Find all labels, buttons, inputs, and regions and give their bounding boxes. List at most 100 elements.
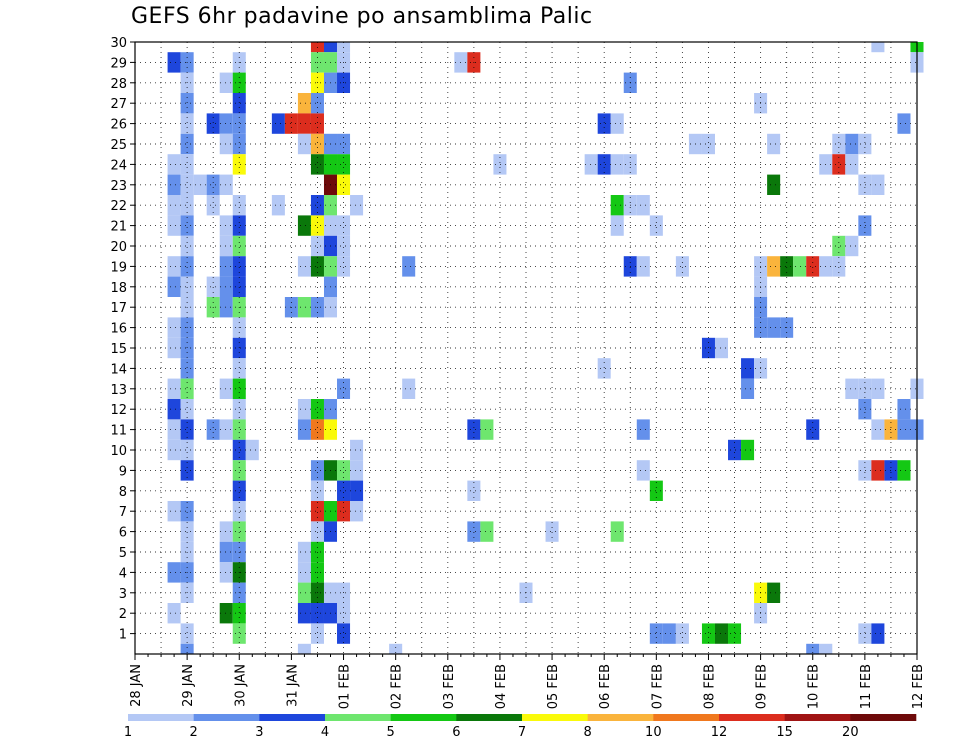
- heatmap-cell: [897, 399, 911, 420]
- heatmap-cell: [180, 460, 194, 481]
- heatmap-cell: [180, 113, 194, 134]
- heatmap-cell: [858, 460, 872, 481]
- heatmap-cell: [167, 378, 181, 399]
- x-tick-label: 03 FEB: [442, 664, 457, 709]
- heatmap-cell: [858, 174, 872, 195]
- heatmap-cell: [297, 297, 311, 318]
- heatmap-cell: [636, 195, 650, 216]
- heatmap-cell: [232, 215, 246, 236]
- heatmap-cell: [832, 154, 846, 175]
- heatmap-cell: [767, 133, 781, 155]
- x-tick-label: 08 FEB: [702, 664, 717, 709]
- heatmap-cell: [337, 235, 351, 257]
- heatmap-cell: [597, 358, 611, 379]
- heatmap-cell: [180, 195, 194, 216]
- heatmap-cell: [310, 133, 324, 155]
- heatmap-cell: [597, 113, 611, 134]
- heatmap-cell: [167, 174, 181, 195]
- x-tick-label: 09 FEB: [755, 664, 770, 709]
- heatmap-cell: [310, 623, 324, 644]
- legend-swatch: [850, 714, 917, 721]
- y-tick-label: 30: [110, 36, 127, 51]
- heatmap-cell: [467, 419, 481, 440]
- heatmap-cell: [297, 419, 311, 440]
- heatmap-cell: [232, 603, 246, 624]
- legend-label: 4: [321, 725, 329, 740]
- heatmap-cell: [337, 603, 351, 624]
- heatmap-cell: [310, 215, 324, 236]
- heatmap-cell: [350, 439, 364, 461]
- heatmap-cell: [337, 501, 351, 522]
- heatmap-cell: [610, 195, 624, 216]
- y-tick-label: 10: [110, 444, 127, 459]
- heatmap-cell: [232, 419, 246, 440]
- x-tick-label: 12 FEB: [911, 664, 926, 709]
- heatmap-cell: [714, 337, 729, 359]
- x-tick-label: 28 JAN: [129, 664, 144, 707]
- legend-label: 10: [645, 725, 662, 740]
- y-tick-label: 2: [119, 607, 127, 622]
- heatmap-cell: [206, 113, 220, 134]
- heatmap-cell: [701, 623, 715, 644]
- heatmap-cell: [480, 521, 494, 542]
- heatmap-cell: [180, 276, 194, 297]
- heatmap-cell: [297, 215, 311, 236]
- legend-swatch: [456, 714, 523, 721]
- heatmap-cell: [832, 133, 846, 155]
- legend-label: 2: [190, 725, 198, 740]
- heatmap-cell: [297, 562, 311, 583]
- legend-swatch: [128, 714, 194, 721]
- y-tick-label: 1: [119, 628, 127, 643]
- heatmap-cell: [219, 235, 233, 257]
- heatmap-cell: [480, 419, 494, 440]
- heatmap-cell: [232, 460, 246, 481]
- heatmap-cell: [180, 623, 194, 644]
- legend-swatch: [193, 714, 260, 721]
- x-tick-label: 06 FEB: [598, 664, 613, 709]
- heatmap-cell: [337, 480, 351, 501]
- legend-swatch: [587, 714, 654, 721]
- heatmap-cell: [871, 419, 885, 440]
- heatmap-cell: [180, 93, 194, 114]
- heatmap-cell: [167, 52, 181, 73]
- heatmap-cell: [897, 460, 911, 481]
- legend-label: 12: [711, 725, 728, 740]
- heatmap-cell: [675, 623, 689, 644]
- heatmap-cell: [219, 541, 233, 563]
- heatmap-cell: [832, 235, 846, 257]
- heatmap-cell: [167, 256, 181, 277]
- heatmap-cell: [180, 358, 194, 379]
- heatmap-cell: [780, 256, 794, 277]
- legend-label: 7: [518, 725, 526, 740]
- heatmap-cell: [180, 419, 194, 440]
- heatmap-cell: [767, 256, 781, 277]
- heatmap-cell: [597, 154, 611, 175]
- legend-swatch: [719, 714, 785, 721]
- heatmap-cell: [206, 195, 220, 216]
- heatmap-cell: [649, 623, 663, 644]
- heatmap-cell: [232, 256, 246, 277]
- y-tick-label: 11: [110, 424, 127, 439]
- y-tick-label: 9: [119, 464, 127, 479]
- legend-label: 15: [776, 725, 793, 740]
- heatmap-cell: [310, 113, 324, 134]
- y-axis: 1234567891011121314151617181920212223242…: [110, 36, 135, 643]
- heatmap-cell: [180, 399, 194, 420]
- heatmap-cell: [649, 215, 663, 236]
- heatmap-cell: [845, 133, 859, 155]
- heatmap-cell: [337, 460, 351, 481]
- y-tick-label: 7: [119, 505, 127, 520]
- heatmap-cell: [728, 439, 742, 461]
- heatmap-cell: [858, 133, 872, 155]
- heatmap-cell: [232, 521, 246, 542]
- heatmap-cell: [389, 643, 403, 654]
- heatmap-cell: [337, 378, 351, 399]
- heatmap-cell: [271, 195, 285, 216]
- x-tick-label: 10 FEB: [807, 664, 822, 709]
- heatmap-cell: [232, 93, 246, 114]
- y-tick-label: 13: [110, 383, 127, 398]
- heatmap-cell: [206, 276, 220, 297]
- legend-label: 8: [584, 725, 592, 740]
- heatmap-cell: [297, 399, 311, 420]
- heatmap-cell: [232, 113, 246, 134]
